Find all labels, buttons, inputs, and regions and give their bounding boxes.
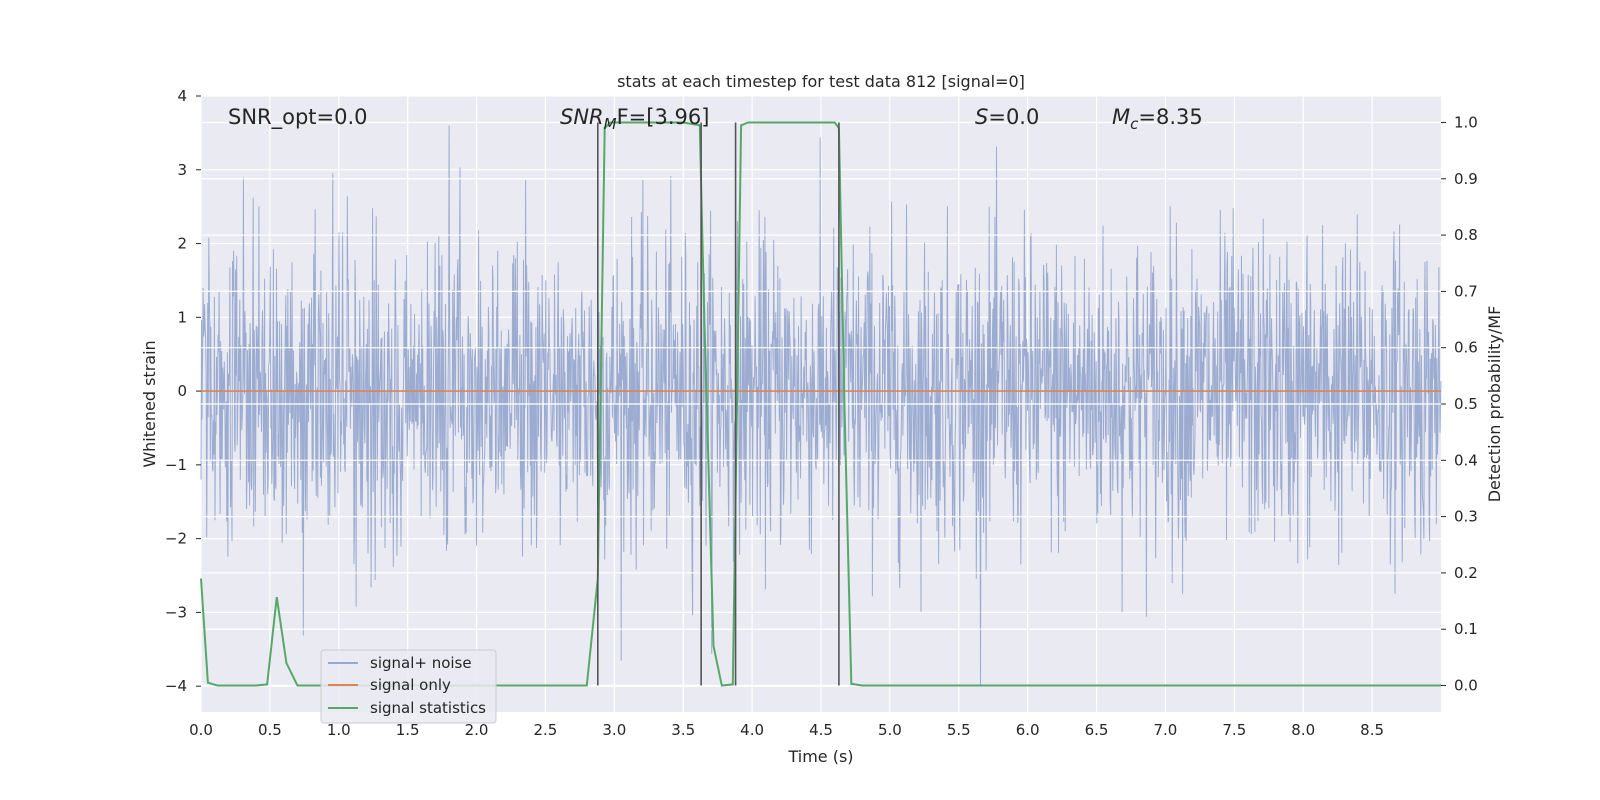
y-axis-ticks: 4 3 2 1 0 −1 −2 −3 −4 xyxy=(165,87,201,695)
y-tick-label: −1 xyxy=(165,456,187,474)
y-right-tick-label: 1.0 xyxy=(1454,113,1478,131)
x-axis-label: Time (s) xyxy=(787,747,853,766)
snr-mf-name: SNR xyxy=(560,105,604,129)
y-right-tick-label: 0.2 xyxy=(1454,564,1478,582)
y-tick-label: 1 xyxy=(177,308,187,326)
y-right-tick-label: 0.7 xyxy=(1454,282,1478,300)
y-right-tick-label: 0.1 xyxy=(1454,620,1478,638)
y-right-tick-label: 0.3 xyxy=(1454,508,1478,526)
y-right-tick-label: 0.5 xyxy=(1454,395,1478,413)
x-tick-label: 1.0 xyxy=(327,721,351,739)
mc-name: M xyxy=(1112,105,1130,129)
x-tick-label: 4.5 xyxy=(809,721,833,739)
vertical-markers xyxy=(596,122,840,686)
y-tick-label: 3 xyxy=(177,161,187,179)
y-tick-label: 2 xyxy=(177,235,187,253)
x-tick-label: 3.0 xyxy=(602,721,626,739)
mc-rest: =8.35 xyxy=(1138,105,1202,129)
x-tick-label: 8.5 xyxy=(1360,721,1384,739)
y-right-axis-ticks: 1.0 0.9 0.8 0.7 0.6 0.5 0.4 0.3 0.2 0.1 0.0 xyxy=(1441,113,1478,695)
annotation-snr-opt: SNR_opt=0.0 xyxy=(228,105,368,130)
snr-mf-rest: F=[3.96] xyxy=(617,105,710,129)
legend-label-signal: signal only xyxy=(370,676,451,694)
legend-label-noise: signal+ noise xyxy=(370,654,472,672)
series-signal-statistics xyxy=(200,121,1441,687)
y-right-tick-label: 0.9 xyxy=(1454,170,1478,188)
y-right-tick-label: 0.8 xyxy=(1454,226,1478,244)
y-right-tick-label: 0.0 xyxy=(1454,677,1478,695)
legend: signal+ noise signal only signal statist… xyxy=(320,649,497,724)
x-tick-label: 5.5 xyxy=(947,721,971,739)
x-axis-ticks: 0.0 0.5 1.0 1.5 2.0 2.5 3.0 3.5 4.0 4.5 5.0 5.5 6.0 6… xyxy=(189,721,1384,739)
x-tick-label: 8.0 xyxy=(1291,721,1315,739)
y-tick-label: −4 xyxy=(165,677,187,695)
x-tick-label: 2.0 xyxy=(465,721,489,739)
x-tick-label: 2.5 xyxy=(534,721,558,739)
series-lines xyxy=(200,121,1441,687)
x-tick-label: 5.0 xyxy=(878,721,902,739)
x-tick-label: 3.5 xyxy=(671,721,695,739)
legend-label-statistics: signal statistics xyxy=(370,699,486,717)
x-tick-label: 0.5 xyxy=(258,721,282,739)
y-axis-label: Whitened strain xyxy=(140,340,159,467)
chart-title: stats at each timestep for test data 812… xyxy=(617,72,1025,91)
y-tick-label: −2 xyxy=(165,530,187,548)
x-tick-label: 4.0 xyxy=(740,721,764,739)
x-tick-label: 0.0 xyxy=(189,721,213,739)
y-right-tick-label: 0.6 xyxy=(1454,339,1478,357)
snr-mf-sub: M xyxy=(604,115,617,133)
annotation-s: S=0.0 xyxy=(975,105,1039,129)
annotation-mc: Mc=8.35 xyxy=(1112,105,1203,133)
x-tick-label: 6.0 xyxy=(1016,721,1040,739)
annotation-snr-mf: SNRMF=[3.96] xyxy=(560,105,709,133)
y-tick-label: 0 xyxy=(177,382,187,400)
s-name: S xyxy=(975,105,988,129)
y-right-axis-label: Detection probability/MF xyxy=(1485,306,1504,503)
x-tick-label: 7.5 xyxy=(1222,721,1246,739)
y-right-tick-label: 0.4 xyxy=(1454,451,1478,469)
mc-sub: c xyxy=(1130,115,1139,133)
x-tick-label: 7.0 xyxy=(1154,721,1178,739)
legend-box xyxy=(320,649,497,724)
x-tick-label: 6.5 xyxy=(1085,721,1109,739)
y-tick-label: −3 xyxy=(165,603,187,621)
x-tick-label: 1.5 xyxy=(396,721,420,739)
s-rest: =0.0 xyxy=(988,105,1039,129)
y-tick-label: 4 xyxy=(177,87,187,105)
series-signal-noise xyxy=(200,125,1442,687)
